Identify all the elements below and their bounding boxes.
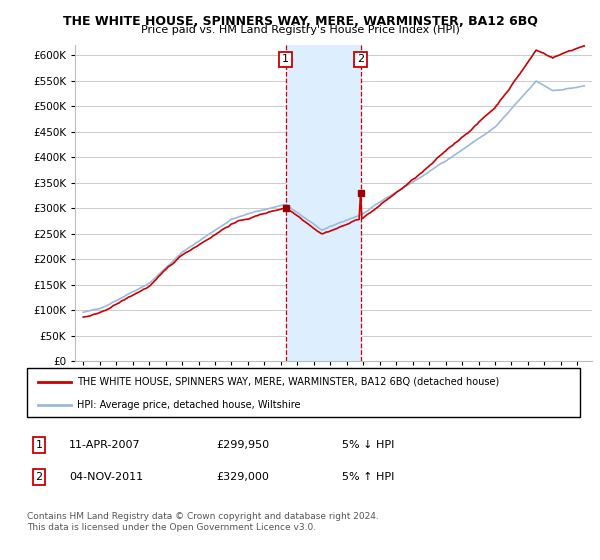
Text: Contains HM Land Registry data © Crown copyright and database right 2024.
This d: Contains HM Land Registry data © Crown c… bbox=[27, 512, 379, 532]
Text: 1: 1 bbox=[35, 440, 43, 450]
Text: 11-APR-2007: 11-APR-2007 bbox=[69, 440, 140, 450]
Text: 1: 1 bbox=[282, 54, 289, 64]
Text: 2: 2 bbox=[35, 472, 43, 482]
Text: 2: 2 bbox=[357, 54, 364, 64]
Text: 5% ↑ HPI: 5% ↑ HPI bbox=[342, 472, 394, 482]
Text: THE WHITE HOUSE, SPINNERS WAY, MERE, WARMINSTER, BA12 6BQ: THE WHITE HOUSE, SPINNERS WAY, MERE, WAR… bbox=[62, 15, 538, 27]
Text: HPI: Average price, detached house, Wiltshire: HPI: Average price, detached house, Wilt… bbox=[77, 400, 300, 410]
Text: 5% ↓ HPI: 5% ↓ HPI bbox=[342, 440, 394, 450]
Text: £299,950: £299,950 bbox=[216, 440, 269, 450]
Text: 04-NOV-2011: 04-NOV-2011 bbox=[69, 472, 143, 482]
Text: £329,000: £329,000 bbox=[216, 472, 269, 482]
Text: Price paid vs. HM Land Registry's House Price Index (HPI): Price paid vs. HM Land Registry's House … bbox=[140, 25, 460, 35]
FancyBboxPatch shape bbox=[27, 368, 580, 417]
Text: THE WHITE HOUSE, SPINNERS WAY, MERE, WARMINSTER, BA12 6BQ (detached house): THE WHITE HOUSE, SPINNERS WAY, MERE, WAR… bbox=[77, 377, 499, 387]
Bar bbox=[286, 45, 361, 361]
